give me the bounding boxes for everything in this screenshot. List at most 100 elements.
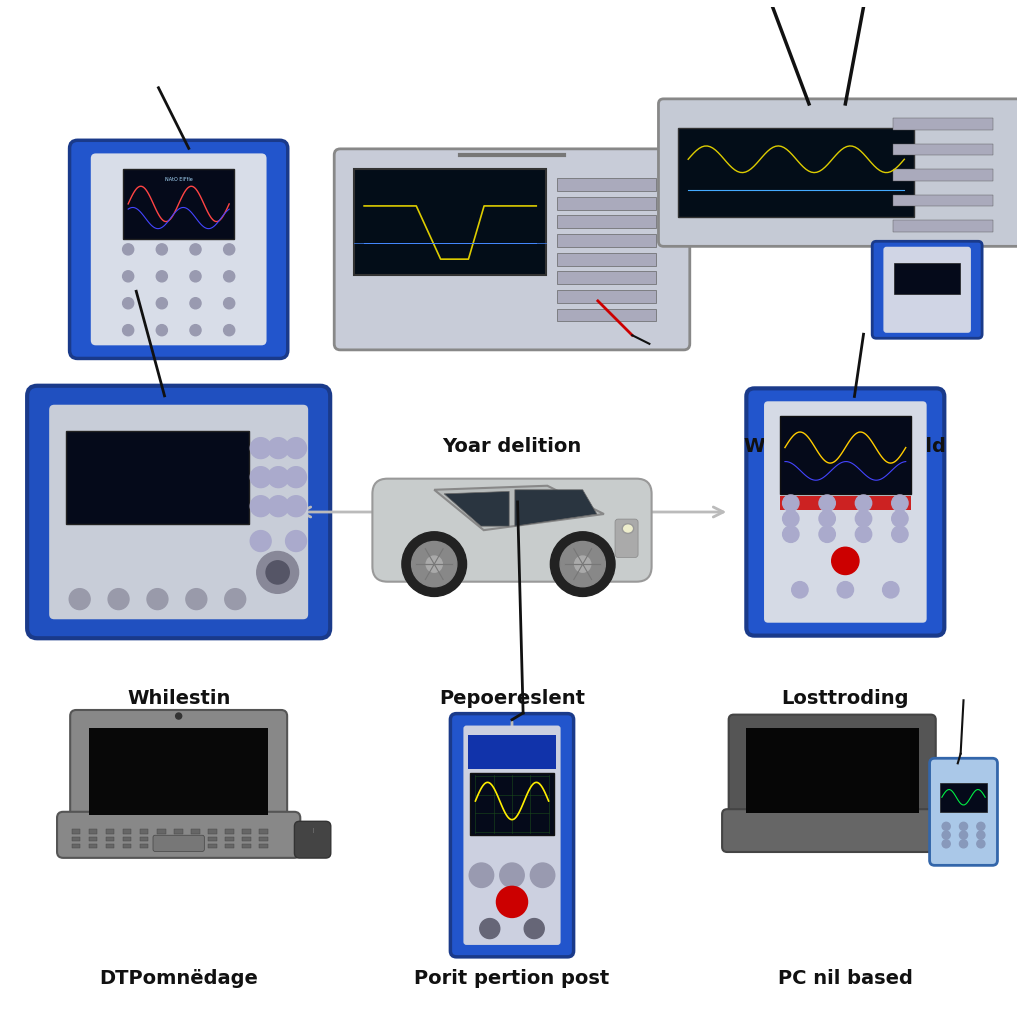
Text: Whilestin: Whilestin <box>127 689 230 709</box>
Bar <box>243 829 251 834</box>
Bar <box>894 263 961 294</box>
Bar <box>259 837 268 841</box>
Circle shape <box>959 840 968 848</box>
FancyBboxPatch shape <box>28 386 330 638</box>
Circle shape <box>189 270 201 282</box>
Circle shape <box>268 496 289 517</box>
Polygon shape <box>434 485 604 530</box>
Circle shape <box>223 298 234 309</box>
Bar <box>678 128 914 217</box>
Bar <box>225 829 233 834</box>
Bar <box>208 829 217 834</box>
Bar <box>470 773 554 836</box>
Circle shape <box>223 325 234 336</box>
Circle shape <box>412 542 457 587</box>
Circle shape <box>942 822 950 830</box>
Bar <box>174 837 182 841</box>
Bar <box>208 844 217 848</box>
Bar <box>557 308 656 322</box>
Circle shape <box>855 511 871 527</box>
Circle shape <box>574 556 591 572</box>
Polygon shape <box>444 492 509 526</box>
Circle shape <box>530 863 555 888</box>
Text: Pepoereslent: Pepoereslent <box>439 689 585 709</box>
Circle shape <box>977 831 985 839</box>
Bar <box>89 844 97 848</box>
Circle shape <box>782 511 799 527</box>
Circle shape <box>831 547 859 574</box>
Bar <box>557 253 656 265</box>
Bar <box>89 829 97 834</box>
Circle shape <box>959 831 968 839</box>
FancyBboxPatch shape <box>729 715 936 824</box>
Bar <box>174 829 182 834</box>
Circle shape <box>268 437 289 459</box>
Bar <box>89 728 268 815</box>
FancyBboxPatch shape <box>746 388 944 636</box>
FancyBboxPatch shape <box>334 148 690 350</box>
Bar <box>468 735 556 769</box>
Bar <box>191 844 200 848</box>
Circle shape <box>157 298 167 309</box>
FancyBboxPatch shape <box>464 726 560 945</box>
Circle shape <box>70 589 90 609</box>
Bar <box>208 837 217 841</box>
Bar <box>140 829 148 834</box>
Circle shape <box>883 582 899 598</box>
Bar <box>354 169 547 275</box>
FancyBboxPatch shape <box>57 812 300 858</box>
Bar <box>893 195 992 206</box>
Bar <box>157 844 166 848</box>
Circle shape <box>266 561 289 584</box>
Circle shape <box>892 526 908 543</box>
Circle shape <box>977 840 985 848</box>
Bar <box>893 220 992 231</box>
FancyBboxPatch shape <box>70 140 288 358</box>
FancyBboxPatch shape <box>49 404 308 620</box>
Circle shape <box>250 496 271 517</box>
Bar <box>940 782 987 812</box>
Bar <box>123 837 131 841</box>
Circle shape <box>497 887 527 918</box>
Circle shape <box>892 511 908 527</box>
FancyBboxPatch shape <box>295 821 331 858</box>
Text: NAtO EIFfle: NAtO EIFfle <box>165 177 193 181</box>
Circle shape <box>560 542 605 587</box>
Text: Calorg: Calorg <box>143 437 214 456</box>
FancyBboxPatch shape <box>615 519 638 557</box>
Text: Webican hadlebild: Webican hadlebild <box>744 437 946 456</box>
Circle shape <box>286 530 306 552</box>
Bar <box>745 728 919 813</box>
Text: Porit pertion post: Porit pertion post <box>415 969 609 988</box>
Circle shape <box>480 919 500 939</box>
Circle shape <box>469 863 494 888</box>
Circle shape <box>401 531 467 596</box>
Bar <box>893 144 992 156</box>
Bar <box>105 829 115 834</box>
FancyBboxPatch shape <box>91 154 266 345</box>
Bar <box>557 197 656 210</box>
Circle shape <box>123 325 134 336</box>
Circle shape <box>782 495 799 511</box>
Circle shape <box>959 822 968 830</box>
Circle shape <box>286 496 306 517</box>
Text: DTPomnëdage: DTPomnëdage <box>99 969 258 988</box>
Circle shape <box>782 526 799 543</box>
Bar <box>557 178 656 191</box>
Ellipse shape <box>623 523 634 534</box>
Circle shape <box>426 556 442 572</box>
Circle shape <box>550 531 615 596</box>
Circle shape <box>268 467 289 487</box>
Circle shape <box>250 530 271 552</box>
Circle shape <box>223 244 234 255</box>
Bar <box>893 169 992 180</box>
FancyBboxPatch shape <box>153 836 205 851</box>
Circle shape <box>977 822 985 830</box>
Circle shape <box>123 270 134 282</box>
Bar <box>191 829 200 834</box>
Bar <box>123 169 234 240</box>
Circle shape <box>223 270 234 282</box>
Bar <box>72 829 80 834</box>
Bar <box>157 829 166 834</box>
Bar <box>557 290 656 303</box>
